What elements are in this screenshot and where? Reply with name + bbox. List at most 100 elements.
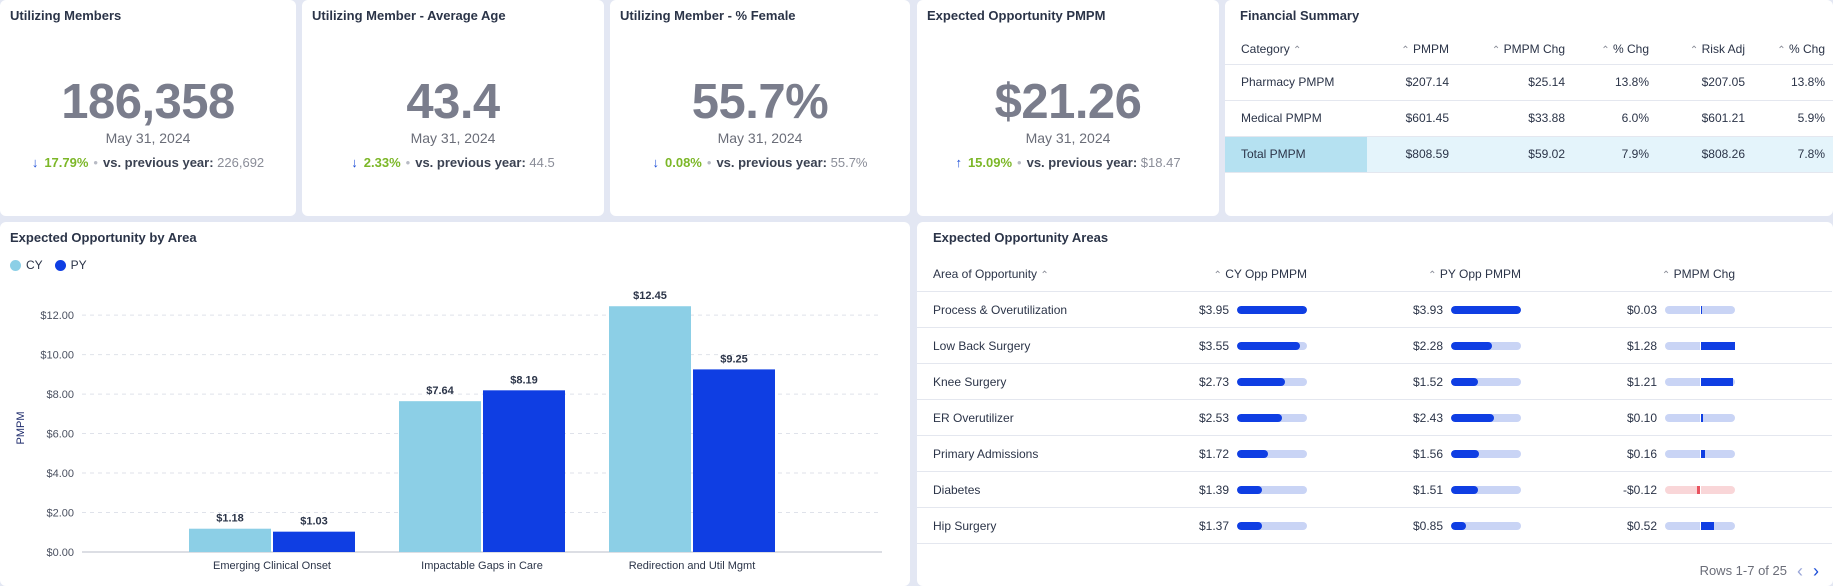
column-header-pmpm-chg[interactable]: ⌃ PMPM Chg bbox=[1661, 267, 1735, 281]
kpi-delta-pct: 2.33% bbox=[363, 155, 401, 170]
arrow-down-icon: ↓ bbox=[31, 155, 39, 170]
py-opp-value: $2.28 bbox=[1412, 339, 1443, 353]
y-tick-label: $4.00 bbox=[46, 468, 74, 480]
column-header-area[interactable]: Area of Opportunity ⌃ bbox=[933, 267, 1049, 281]
chart-title: Expected Opportunity by Area bbox=[10, 230, 197, 245]
separator-dot: • bbox=[405, 155, 411, 170]
table-row[interactable]: Knee Surgery $2.73 $1.52 $1.21 bbox=[917, 364, 1832, 400]
column-header-pmpm[interactable]: ⌃ PMPM bbox=[1367, 34, 1459, 65]
kpi-date: May 31, 2024 bbox=[1025, 130, 1111, 146]
data-label: $12.45 bbox=[633, 290, 667, 302]
data-label: $7.64 bbox=[426, 385, 454, 397]
cy-opp-bar-fill bbox=[1237, 450, 1268, 458]
opportunity-areas-card: Expected Opportunity Areas Area of Oppor… bbox=[917, 222, 1833, 586]
pmpm-chg-value: $0.10 bbox=[1626, 411, 1657, 425]
chevron-left-icon[interactable]: ‹ bbox=[1797, 560, 1803, 581]
cy-opp-value: $1.72 bbox=[1198, 447, 1229, 461]
pmpm-chg-value: -$0.12 bbox=[1622, 483, 1657, 497]
py-opp-bar-fill bbox=[1451, 450, 1479, 458]
table-row[interactable]: Process & Overutilization $3.95 $3.93 $0.03 bbox=[917, 292, 1832, 328]
legend-swatch-py bbox=[54, 259, 66, 271]
data-label: $8.19 bbox=[510, 374, 538, 386]
category-cell: Medical PMPM bbox=[1225, 100, 1367, 137]
column-header-pmpm-chg[interactable]: ⌃ PMPM Chg bbox=[1459, 34, 1575, 65]
opp-table-title: Expected Opportunity Areas bbox=[933, 230, 1109, 245]
kpi-date: May 31, 2024 bbox=[105, 130, 191, 146]
legend-item-cy[interactable]: CY bbox=[10, 258, 43, 272]
risk-pct-chg-cell: 5.9% bbox=[1755, 100, 1833, 137]
kpi-delta: ↓ 17.79% • vs. previous year: 226,692 bbox=[0, 155, 296, 170]
pmpm-chg-bar-fill bbox=[1700, 342, 1735, 350]
y-tick-label: $10.00 bbox=[40, 350, 74, 362]
pmpm-chg-bar-fill bbox=[1700, 450, 1705, 458]
table-row[interactable]: Primary Admissions $1.72 $1.56 $0.16 bbox=[917, 436, 1832, 472]
kpi-title: Utilizing Member - Average Age bbox=[312, 8, 506, 23]
table-row[interactable]: Hip Surgery $1.37 $0.85 $0.52 bbox=[917, 508, 1832, 544]
category-cell: Pharmacy PMPM bbox=[1225, 64, 1367, 101]
py-opp-bar bbox=[1451, 414, 1521, 422]
legend-item-py[interactable]: PY bbox=[54, 258, 87, 272]
pmpm-chg-value: $0.52 bbox=[1626, 519, 1657, 533]
data-label: $1.03 bbox=[300, 516, 328, 528]
pmpm-chg-cell: $59.02 bbox=[1459, 136, 1575, 173]
column-header-category[interactable]: Category ⌃ bbox=[1225, 34, 1367, 65]
category-cell: Total PMPM bbox=[1225, 136, 1367, 173]
cy-opp-value: $1.37 bbox=[1198, 519, 1229, 533]
chart-legend: CY PY bbox=[10, 258, 87, 272]
pmpm-cell: $808.59 bbox=[1367, 136, 1459, 173]
pmpm-chg-center-line bbox=[1700, 414, 1701, 422]
area-cell: Diabetes bbox=[933, 483, 981, 497]
py-opp-value: $3.93 bbox=[1412, 303, 1443, 317]
column-header-risk-pct-chg[interactable]: ⌃ % Chg bbox=[1755, 34, 1833, 65]
cy-opp-bar-fill bbox=[1237, 306, 1307, 314]
table-row[interactable]: Low Back Surgery $3.55 $2.28 $1.28 bbox=[917, 328, 1832, 364]
pmpm-chg-value: $0.03 bbox=[1626, 303, 1657, 317]
kpi-delta: ↓ 0.08% • vs. previous year: 55.7% bbox=[610, 155, 910, 170]
area-cell: Hip Surgery bbox=[933, 519, 997, 533]
kpi-delta-pct: 15.09% bbox=[967, 155, 1013, 170]
cy-opp-bar bbox=[1237, 414, 1307, 422]
cy-opp-value: $1.39 bbox=[1198, 483, 1229, 497]
table-row[interactable]: Diabetes $1.39 $1.51 -$0.12 bbox=[917, 472, 1832, 508]
pmpm-chg-center-line bbox=[1700, 522, 1701, 530]
table-row[interactable]: Medical PMPM $601.45 $33.88 6.0% $601.21… bbox=[1225, 100, 1833, 137]
column-header-py-opp[interactable]: ⌃ PY Opp PMPM bbox=[1428, 267, 1521, 281]
kpi-vs-label: vs. previous year: bbox=[102, 155, 214, 170]
cy-opp-bar bbox=[1237, 486, 1307, 494]
table-row[interactable]: ER Overutilizer $2.53 $2.43 $0.10 bbox=[917, 400, 1832, 436]
bar-chart: $0.00 $2.00 $4.00 $6.00 $8.00 $10.00 $12.00 PMP… bbox=[15, 290, 882, 572]
y-tick-label: $8.00 bbox=[46, 389, 74, 401]
py-opp-bar-fill bbox=[1451, 486, 1478, 494]
column-header-pct-chg[interactable]: ⌃ % Chg bbox=[1575, 34, 1659, 65]
pmpm-chg-center-line bbox=[1700, 450, 1701, 458]
x-tick-label: Emerging Clinical Onset bbox=[213, 560, 331, 572]
arrow-down-icon: ↓ bbox=[652, 155, 660, 170]
arrow-down-icon: ↓ bbox=[351, 155, 358, 170]
py-opp-value: $1.56 bbox=[1412, 447, 1443, 461]
chevron-right-icon[interactable]: › bbox=[1813, 560, 1819, 581]
y-tick-label: $6.00 bbox=[46, 429, 74, 441]
pmpm-chg-bar bbox=[1665, 450, 1735, 458]
bar-py bbox=[273, 531, 355, 552]
table-row[interactable]: Pharmacy PMPM $207.14 $25.14 13.8% $207.… bbox=[1225, 64, 1833, 101]
kpi-title: Utilizing Members bbox=[10, 8, 122, 23]
table-row-total[interactable]: Total PMPM $808.59 $59.02 7.9% $808.26 7… bbox=[1225, 136, 1833, 173]
kpi-date: May 31, 2024 bbox=[717, 130, 803, 146]
column-header-cy-opp[interactable]: ⌃ CY Opp PMPM bbox=[1213, 267, 1307, 281]
kpi-delta: ↓ 2.33% • vs. previous year: 44.5 bbox=[302, 155, 604, 170]
pagination: Rows 1-7 of 25 ‹ › bbox=[1700, 560, 1819, 581]
risk-pct-chg-cell: 7.8% bbox=[1755, 136, 1833, 173]
sort-icon: ⌃ bbox=[1601, 44, 1610, 56]
kpi-delta: ↑ 15.09% • vs. previous year: $18.47 bbox=[917, 155, 1219, 170]
x-tick-label: Redirection and Util Mgmt bbox=[629, 560, 756, 572]
column-header-risk-adj[interactable]: ⌃ Risk Adj bbox=[1659, 34, 1755, 65]
py-opp-bar-fill bbox=[1451, 414, 1495, 422]
pmpm-chg-bar bbox=[1665, 306, 1735, 314]
pmpm-chg-center-line bbox=[1700, 486, 1701, 494]
separator-dot: • bbox=[706, 155, 712, 170]
pmpm-chg-bar-fill bbox=[1696, 486, 1700, 494]
cy-opp-bar-fill bbox=[1237, 342, 1300, 350]
pmpm-chg-center-line bbox=[1700, 378, 1701, 386]
cy-opp-value: $3.55 bbox=[1198, 339, 1229, 353]
cy-opp-value: $3.95 bbox=[1198, 303, 1229, 317]
